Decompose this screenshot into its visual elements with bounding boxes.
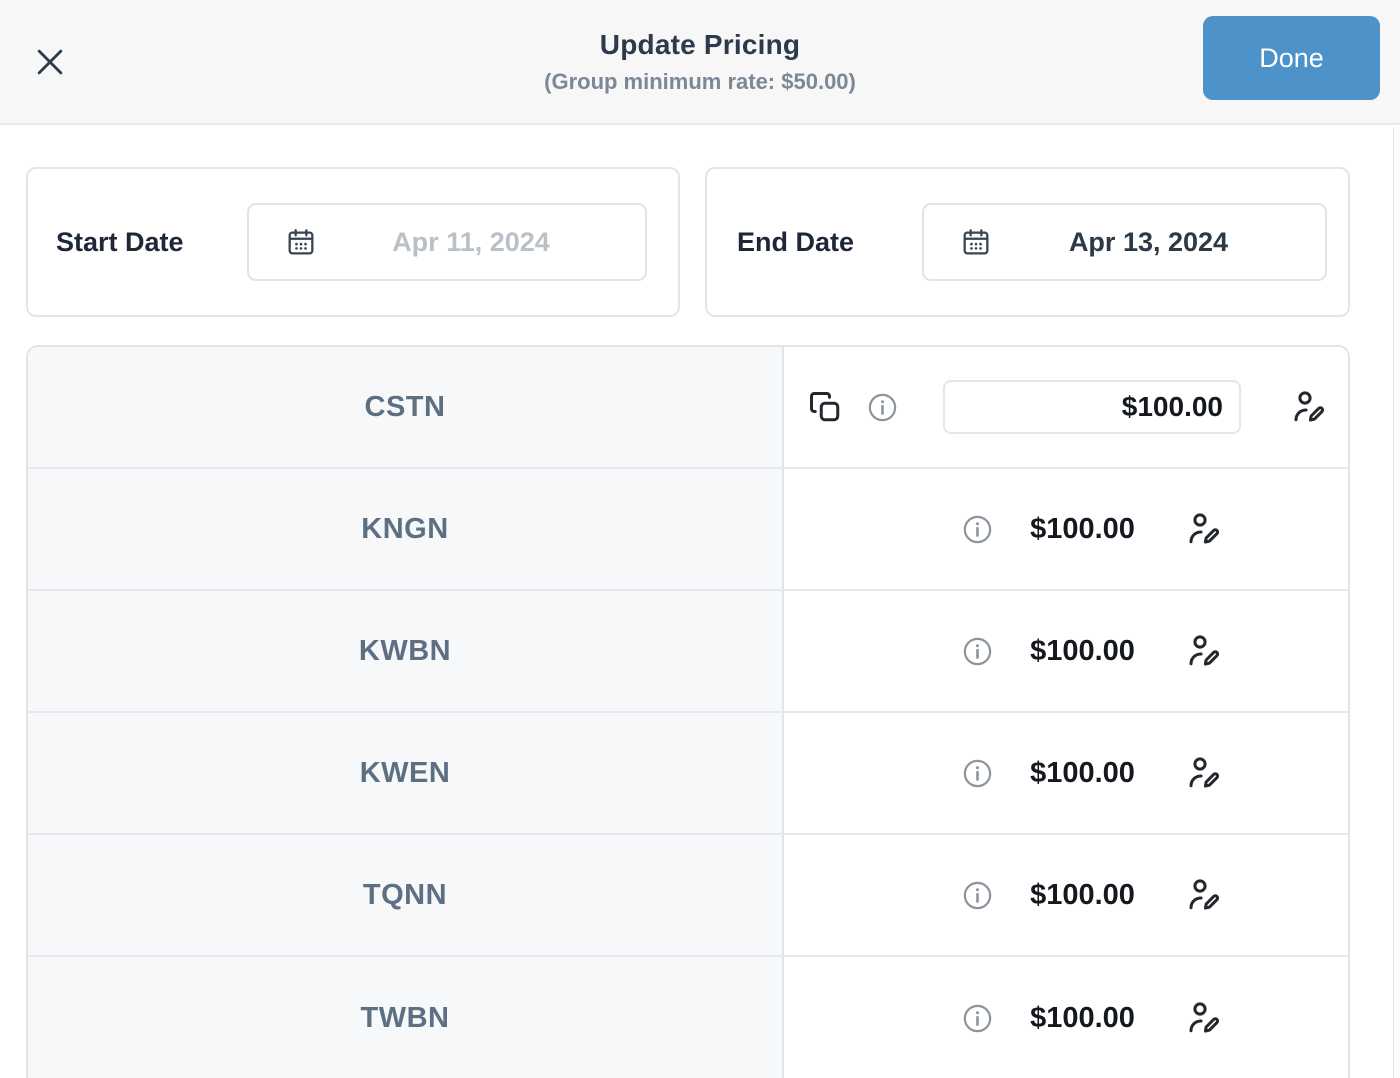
user-pen-icon[interactable]: [1183, 999, 1223, 1037]
room-code: KWEN: [359, 756, 451, 789]
start-date-field[interactable]: Apr 11, 2024: [247, 203, 647, 281]
start-date-label: Start Date: [56, 226, 184, 257]
info-icon[interactable]: [961, 1002, 994, 1035]
user-pen-icon[interactable]: [1183, 754, 1223, 792]
info-icon[interactable]: [866, 391, 899, 424]
price-input[interactable]: [943, 380, 1241, 434]
table-row: TWBN $100.00: [28, 957, 1348, 1078]
user-pen-icon[interactable]: [1183, 632, 1223, 670]
room-code-cell: KWBN: [28, 591, 784, 711]
room-code-cell: KWEN: [28, 713, 784, 833]
room-code-cell: TQNN: [28, 835, 784, 955]
price-group: $100.00: [961, 754, 1223, 792]
table-row: CSTN: [28, 347, 1348, 469]
modal-header: Update Pricing (Group minimum rate: $50.…: [0, 0, 1400, 125]
date-filters: Start Date Apr 11, 2024: [26, 167, 1350, 317]
room-code: KWBN: [358, 634, 452, 667]
price-cell: $100.00: [784, 713, 1348, 833]
price-cell: $100.00: [784, 591, 1348, 711]
price-text: $100.00: [1030, 756, 1135, 789]
start-date-card: Start Date Apr 11, 2024: [26, 167, 680, 317]
price-group: $100.00: [961, 876, 1223, 914]
info-icon[interactable]: [961, 513, 994, 546]
price-cell: $100.00: [784, 957, 1348, 1078]
end-date-field[interactable]: Apr 13, 2024: [922, 203, 1327, 281]
end-date-value: Apr 13, 2024: [1068, 226, 1229, 257]
end-date-label: End Date: [737, 226, 855, 257]
table-row: KNGN $100.00: [28, 469, 1348, 591]
calendar-icon: [285, 226, 317, 258]
price-group: $100.00: [961, 999, 1223, 1037]
price-text: $100.00: [1030, 878, 1135, 911]
user-pen-icon[interactable]: [1288, 388, 1328, 426]
user-pen-icon[interactable]: [1183, 510, 1223, 548]
table-row: KWEN $100.00: [28, 713, 1348, 835]
copy-icon[interactable]: [806, 388, 844, 426]
price-text: $100.00: [1030, 1001, 1135, 1034]
close-button[interactable]: [24, 36, 76, 88]
user-pen-icon[interactable]: [1183, 876, 1223, 914]
price-group: $100.00: [961, 632, 1223, 670]
price-group: $100.00: [961, 510, 1223, 548]
room-code: TQNN: [362, 878, 448, 911]
room-code-cell: TWBN: [28, 957, 784, 1078]
room-code: KNGN: [361, 512, 449, 545]
end-date-card: End Date Apr 13, 2024: [705, 167, 1350, 317]
table-row: KWBN $100.00: [28, 591, 1348, 713]
close-icon: [30, 42, 70, 82]
info-icon[interactable]: [961, 757, 994, 790]
price-cell: $100.00: [784, 469, 1348, 589]
info-icon[interactable]: [961, 879, 994, 912]
room-code: TWBN: [360, 1001, 450, 1034]
done-button[interactable]: Done: [1203, 16, 1380, 100]
price-cell: [784, 347, 1348, 467]
price-cell: $100.00: [784, 835, 1348, 955]
header-titles: Update Pricing (Group minimum rate: $50.…: [300, 0, 1100, 123]
price-text: $100.00: [1030, 512, 1135, 545]
scrollbar-track[interactable]: [1393, 127, 1400, 1078]
page-title: Update Pricing: [599, 28, 801, 60]
pricing-table: CSTN: [26, 345, 1350, 1078]
info-icon[interactable]: [961, 635, 994, 668]
table-row: TQNN $100.00: [28, 835, 1348, 957]
page-subtitle: (Group minimum rate: $50.00): [544, 68, 856, 94]
calendar-icon: [960, 226, 992, 258]
start-date-value: Apr 11, 2024: [392, 226, 550, 257]
room-code-cell: CSTN: [28, 347, 784, 467]
room-code-cell: KNGN: [28, 469, 784, 589]
price-text: $100.00: [1030, 634, 1135, 667]
room-code: CSTN: [364, 390, 446, 423]
